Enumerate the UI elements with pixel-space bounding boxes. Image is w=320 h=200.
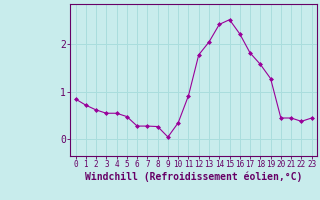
X-axis label: Windchill (Refroidissement éolien,°C): Windchill (Refroidissement éolien,°C) (85, 172, 302, 182)
